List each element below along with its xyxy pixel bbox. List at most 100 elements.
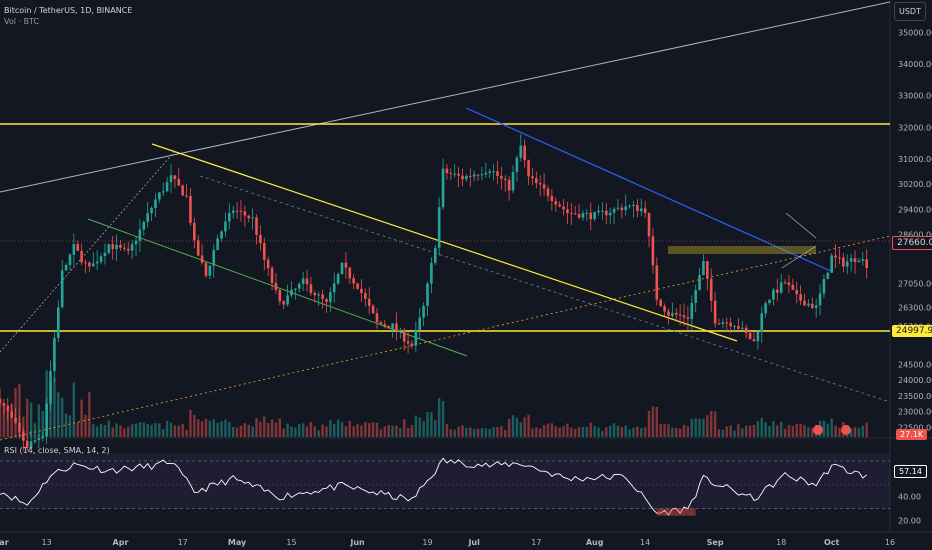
- candle-body: [853, 258, 857, 263]
- candle-body: [138, 229, 142, 241]
- descending-channel-top: [151, 143, 738, 342]
- volume-bar: [41, 411, 44, 437]
- volume-bar: [678, 428, 682, 437]
- candle-body: [321, 294, 324, 300]
- volume-bar: [457, 426, 460, 437]
- candle-body: [313, 293, 317, 296]
- volume-bar: [216, 422, 219, 437]
- candle-body: [344, 262, 348, 268]
- price-tick-label: 29400.00: [898, 205, 932, 214]
- candle-body: [558, 204, 561, 207]
- candle-body: [181, 185, 184, 196]
- candle-body: [550, 196, 554, 202]
- candle-body: [857, 260, 861, 263]
- candle-body: [527, 160, 530, 177]
- volume-bar: [193, 414, 196, 437]
- volume-bar: [33, 423, 37, 437]
- volume-bar: [134, 423, 138, 437]
- price-tick-label: 27050.00: [898, 280, 932, 289]
- candle-body: [647, 212, 651, 237]
- candle-body: [251, 217, 254, 219]
- volume-bar: [465, 428, 468, 437]
- volume-bar: [787, 425, 791, 437]
- candle-body: [589, 212, 593, 220]
- candle-body: [457, 173, 460, 176]
- volume-bar: [301, 423, 305, 437]
- volume-bar: [558, 427, 561, 437]
- candle-body: [231, 210, 235, 213]
- candle-body: [671, 312, 674, 316]
- volume-bar: [500, 426, 503, 437]
- candle-body: [154, 199, 157, 209]
- time-tick-label: Jul: [467, 538, 480, 547]
- volume-bar: [29, 402, 33, 437]
- candle-body: [709, 278, 713, 301]
- volume-bar: [391, 425, 394, 437]
- volume-bar: [181, 424, 184, 437]
- candle-body: [294, 288, 297, 290]
- volume-bar: [286, 423, 289, 437]
- volume-bar: [430, 412, 433, 437]
- volume-bar: [643, 427, 647, 437]
- volume-bar: [309, 421, 313, 437]
- volume-bar: [235, 427, 239, 437]
- candle-body: [729, 322, 732, 327]
- volume-bar: [197, 419, 200, 437]
- volume-bar: [173, 425, 177, 437]
- volume-bar: [406, 427, 410, 437]
- volume-bar: [539, 428, 542, 437]
- candle-body: [37, 438, 41, 441]
- volume-bar: [263, 416, 266, 437]
- volume-bar: [130, 424, 134, 437]
- volume-bar: [224, 419, 227, 437]
- volume-bar: [0, 397, 2, 437]
- volume-bar: [632, 427, 635, 437]
- candle-body: [301, 278, 305, 284]
- volume-bar: [492, 427, 495, 437]
- candle-body: [845, 261, 849, 267]
- volume-bar: [830, 418, 833, 437]
- candle-body: [14, 417, 17, 423]
- candle-body: [282, 301, 286, 305]
- candle-body: [717, 323, 721, 325]
- volume-bar: [760, 417, 763, 437]
- candle-body: [449, 173, 453, 175]
- candle-body: [573, 213, 577, 215]
- candle-body: [441, 168, 445, 208]
- volume-bar: [228, 422, 231, 437]
- candle-body: [422, 305, 425, 318]
- candle-body: [554, 201, 558, 205]
- volume-bar: [608, 425, 612, 437]
- candle-body: [290, 289, 293, 296]
- candle-body: [601, 210, 604, 212]
- volume-bar: [177, 425, 180, 437]
- volume-bar: [624, 425, 627, 437]
- candle-body: [783, 282, 787, 284]
- time-tick-label: 17: [531, 538, 541, 547]
- volume-bar: [243, 423, 247, 437]
- volume-bar: [597, 427, 600, 437]
- volume-bar: [601, 430, 604, 437]
- candle-body: [332, 283, 336, 293]
- volume-bar: [441, 401, 445, 437]
- volume-legend: Vol · BTC: [4, 17, 40, 26]
- volume-bar: [220, 421, 223, 437]
- volume-bar: [717, 429, 721, 437]
- candle-body: [445, 168, 449, 174]
- rsi-tick-label: 40.00: [898, 493, 921, 502]
- candle-body: [706, 261, 709, 279]
- currency-button[interactable]: USDT: [894, 2, 926, 21]
- candle-body: [721, 322, 725, 324]
- candle-body: [165, 182, 169, 192]
- candle-body: [791, 285, 795, 290]
- volume-bar: [352, 426, 355, 437]
- candle-body: [433, 247, 437, 263]
- time-tick-label: 15: [286, 538, 296, 547]
- volume-bar: [57, 392, 60, 437]
- volume-bar: [768, 426, 771, 437]
- volume-bar: [857, 427, 861, 437]
- candle-body: [768, 299, 771, 304]
- candle-body: [274, 282, 278, 291]
